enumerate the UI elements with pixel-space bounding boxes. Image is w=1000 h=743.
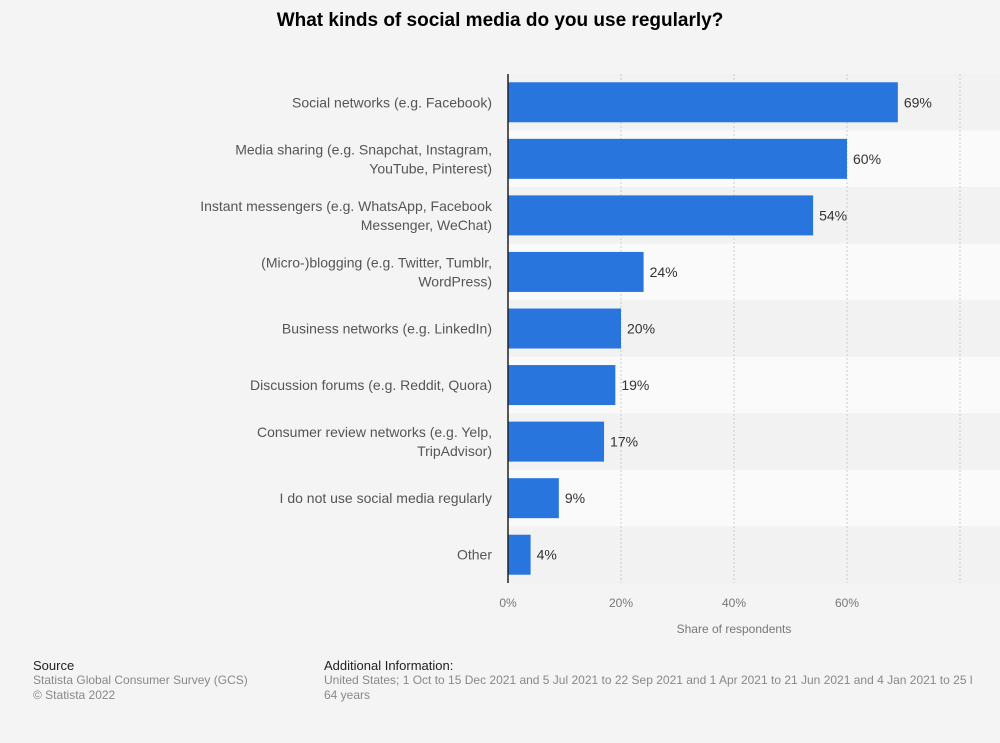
source-block: Source Statista Global Consumer Survey (… [33, 658, 248, 703]
data-label: 9% [565, 490, 585, 506]
row-band [508, 526, 1000, 583]
x-tick-label: 40% [722, 596, 746, 610]
info-line: United States; 1 Oct to 15 Dec 2021 and … [324, 673, 973, 687]
data-label: 54% [819, 207, 847, 223]
bar [508, 308, 621, 349]
source-line: Statista Global Consumer Survey (GCS) [33, 673, 248, 687]
category-label: I do not use social media regularly [280, 490, 492, 506]
category-label: Business networks (e.g. LinkedIn) [282, 321, 492, 337]
bar-chart: 69% Social networks (e.g. Facebook) 60% Med… [200, 74, 1000, 636]
data-label: 24% [650, 264, 678, 280]
x-tick-label: 60% [835, 596, 859, 610]
chart-title: What kinds of social media do you use re… [276, 10, 724, 31]
category-label: Consumer review networks (e.g. Yelp, [257, 424, 492, 440]
x-tick-label: 20% [609, 596, 633, 610]
category-label: Instant messengers (e.g. WhatsApp, Faceb… [200, 198, 493, 214]
category-label: TripAdvisor) [417, 443, 492, 459]
data-label: 60% [853, 151, 881, 167]
row-band [508, 469, 1000, 527]
bar [508, 138, 847, 179]
x-tick-label: 0% [499, 596, 517, 610]
category-label: YouTube, Pinterest) [369, 160, 492, 176]
category-label: WordPress) [418, 273, 492, 289]
data-label: 69% [904, 94, 932, 110]
copyright-line: © Statista 2022 [33, 688, 116, 702]
category-label: Discussion forums (e.g. Reddit, Quora) [250, 377, 492, 393]
data-label: 17% [610, 434, 638, 450]
data-label: 20% [627, 321, 655, 337]
bar [508, 421, 605, 462]
info-line: 64 years [324, 688, 371, 702]
category-label: Messenger, WeChat) [361, 217, 492, 233]
bar [508, 365, 616, 406]
bar [508, 195, 814, 236]
info-block: Additional Information: United States; 1… [324, 658, 973, 703]
category-label: Other [457, 547, 492, 563]
bar [508, 82, 898, 123]
bar [508, 478, 559, 519]
category-label: Media sharing (e.g. Snapchat, Instagram, [235, 141, 492, 157]
bar [508, 251, 644, 292]
data-label: 4% [537, 547, 557, 563]
data-label: 19% [621, 377, 649, 393]
bar [508, 534, 531, 575]
category-label: Social networks (e.g. Facebook) [292, 94, 492, 110]
x-axis-label: Share of respondents [677, 622, 792, 636]
source-heading: Source [33, 658, 75, 673]
info-heading: Additional Information: [324, 658, 454, 673]
category-label: (Micro-)blogging (e.g. Twitter, Tumblr, [261, 254, 492, 270]
